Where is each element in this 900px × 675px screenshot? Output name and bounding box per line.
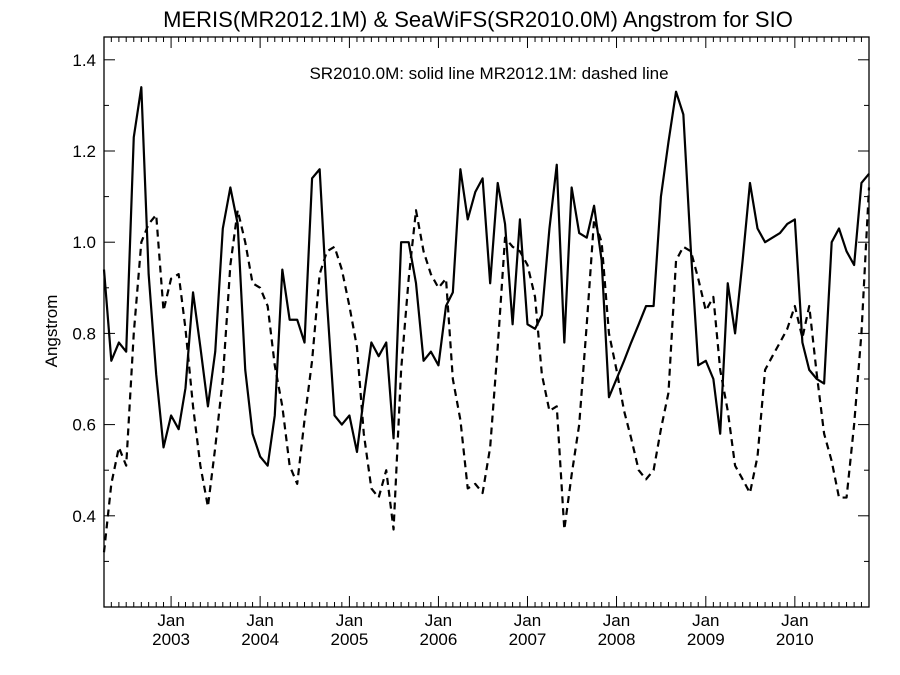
x-tick-year-label: 2005 [330,630,368,649]
y-tick-label: 0.4 [72,507,96,526]
x-tick-month-label: Jan [336,611,363,630]
x-tick-year-label: 2004 [241,630,279,649]
plot-area: 0.40.60.81.01.21.4Jan2003Jan2004Jan2005J… [72,36,871,649]
y-tick-label: 1.0 [72,233,96,252]
x-tick-month-label: Jan [603,611,630,630]
y-tick-label: 1.4 [72,51,96,70]
x-tick-year-label: 2010 [776,630,814,649]
line-style-annotation: SR2010.0M: solid line MR2012.1M: dashed … [309,64,668,83]
x-tick-year-label: 2003 [152,630,190,649]
y-tick-label: 0.6 [72,416,96,435]
x-tick-year-label: 2006 [420,630,458,649]
x-tick-year-label: 2009 [687,630,725,649]
chart-title: MERIS(MR2012.1M) & SeaWiFS(SR2010.0M) An… [163,7,793,32]
x-tick-month-label: Jan [781,611,808,630]
series-line-SR2010.0M [102,86,870,467]
plot-frame [103,36,870,608]
x-tick-month-label: Jan [246,611,273,630]
y-tick-label: 1.2 [72,142,96,161]
y-axis-label: Angstrom [42,295,61,368]
series-line-MR2012.1M [102,187,871,553]
x-tick-year-label: 2008 [598,630,636,649]
x-tick-month-label: Jan [692,611,719,630]
x-tick-month-label: Jan [157,611,184,630]
x-tick-year-label: 2007 [509,630,547,649]
x-tick-month-label: Jan [425,611,452,630]
y-tick-label: 0.8 [72,324,96,343]
x-tick-month-label: Jan [514,611,541,630]
